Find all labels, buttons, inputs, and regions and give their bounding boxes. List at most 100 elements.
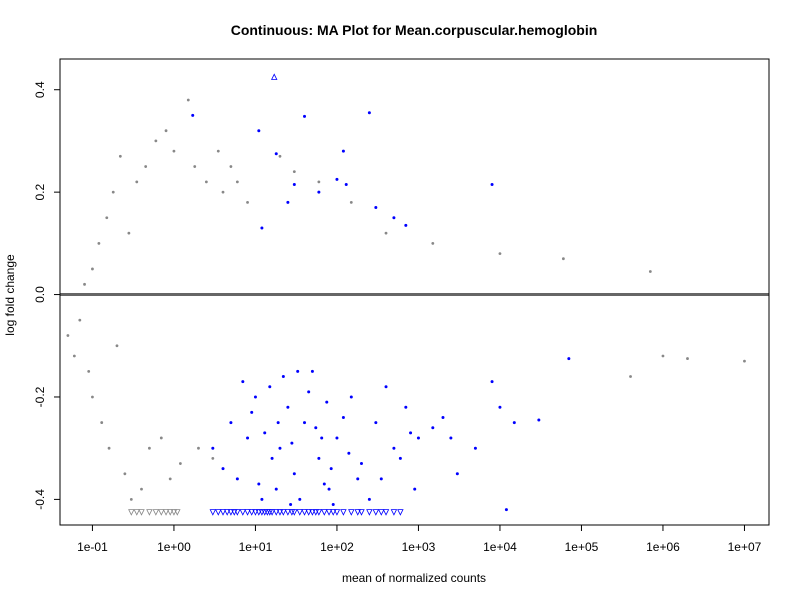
point-significant xyxy=(317,190,321,194)
point-significant xyxy=(455,472,459,476)
point-significant xyxy=(229,421,233,425)
point-significant xyxy=(292,472,296,476)
point-significant xyxy=(253,395,257,399)
point-significant xyxy=(263,431,267,435)
point-not-significant xyxy=(91,395,94,399)
point-not-significant xyxy=(229,165,233,168)
y-tick-label: 0.0 xyxy=(33,286,47,303)
point-not-significant xyxy=(498,252,502,255)
point-not-significant xyxy=(384,231,388,235)
clipped-point-down xyxy=(223,509,231,516)
point-not-significant xyxy=(100,421,104,424)
point-not-significant xyxy=(144,165,148,168)
x-tick-label: 1e+01 xyxy=(239,540,273,554)
point-significant xyxy=(335,436,339,440)
point-significant xyxy=(327,487,331,491)
point-significant xyxy=(359,462,363,466)
x-axis-label: mean of normalized counts xyxy=(342,571,486,585)
x-tick-label: 1e+07 xyxy=(728,540,762,554)
point-not-significant xyxy=(216,149,220,153)
point-not-significant xyxy=(186,98,190,102)
point-significant xyxy=(374,206,378,210)
point-significant xyxy=(274,487,278,491)
point-significant xyxy=(404,223,408,227)
clipped-point-down xyxy=(291,509,298,516)
point-not-significant xyxy=(178,462,182,465)
point-significant xyxy=(270,456,274,460)
point-significant xyxy=(490,182,494,186)
clipped-point-down xyxy=(312,509,320,516)
clipped-point-down xyxy=(231,509,238,516)
point-significant xyxy=(296,369,300,373)
point-not-significant xyxy=(317,180,321,184)
clipped-point-down xyxy=(296,509,304,516)
point-significant xyxy=(286,200,290,204)
point-significant xyxy=(320,436,324,440)
clipped-point-down xyxy=(378,509,385,516)
point-significant xyxy=(260,497,264,501)
point-not-significant xyxy=(72,354,76,358)
clipped-point-down xyxy=(248,509,255,516)
clipped-point-down xyxy=(325,509,333,516)
point-not-significant xyxy=(83,282,86,286)
clipped-point-down xyxy=(348,509,355,516)
clipped-point-down xyxy=(138,509,145,516)
point-not-significant xyxy=(164,129,168,133)
clipped-point-down xyxy=(301,509,308,516)
y-tick-label: 0.4 xyxy=(33,81,47,98)
point-not-significant xyxy=(97,241,101,245)
point-significant xyxy=(341,149,345,153)
point-significant xyxy=(211,446,215,450)
point-not-significant xyxy=(193,165,197,168)
y-axis: -0.4 -0.2 0.0 0.2 0.4 xyxy=(33,81,60,510)
point-not-significant xyxy=(172,149,176,153)
point-significant xyxy=(191,113,195,117)
point-significant xyxy=(344,182,348,186)
point-significant xyxy=(367,111,371,115)
clipped-point-down xyxy=(390,509,398,516)
point-significant xyxy=(449,436,453,440)
point-not-significant xyxy=(123,472,127,476)
point-not-significant xyxy=(629,375,632,378)
clipped-point-down xyxy=(170,509,178,516)
point-significant xyxy=(278,446,282,450)
point-significant xyxy=(537,418,541,422)
point-not-significant xyxy=(118,154,122,158)
point-not-significant xyxy=(221,190,225,194)
x-tick-label: 1e+03 xyxy=(402,540,436,554)
clipped-point-down xyxy=(158,509,165,516)
point-not-significant xyxy=(197,446,200,450)
point-not-significant xyxy=(278,154,282,158)
clipped-point-down xyxy=(309,509,316,516)
point-not-significant xyxy=(204,180,208,184)
point-not-significant xyxy=(661,354,665,358)
clipped-point-down xyxy=(340,509,347,516)
point-significant xyxy=(317,456,321,460)
clipped-point-down xyxy=(284,509,292,516)
clipped-point-down xyxy=(321,509,328,516)
point-significant xyxy=(379,477,383,481)
point-not-significant xyxy=(140,487,143,491)
clipped-point-down xyxy=(305,509,312,516)
clipped-point-down xyxy=(354,509,361,516)
point-significant xyxy=(413,487,417,491)
clipped-point-down xyxy=(133,509,141,516)
point-significant xyxy=(325,400,329,404)
clipped-point-down xyxy=(397,509,404,516)
y-axis-label: log fold change xyxy=(3,254,17,336)
clipped-point-down xyxy=(276,509,284,516)
clipped-point-up xyxy=(270,73,278,80)
clipped-point-down xyxy=(146,509,153,516)
point-not-significant xyxy=(91,267,94,271)
point-significant xyxy=(329,467,333,471)
point-not-significant xyxy=(686,357,689,360)
point-not-significant xyxy=(235,180,239,184)
point-significant xyxy=(289,503,293,507)
clipped-point-down xyxy=(162,509,170,516)
clipped-point-down xyxy=(382,509,390,516)
point-significant xyxy=(490,380,494,384)
point-significant xyxy=(322,482,326,486)
point-significant xyxy=(298,497,302,501)
clipped-point-down xyxy=(329,509,337,516)
clipped-point-down xyxy=(333,509,341,516)
